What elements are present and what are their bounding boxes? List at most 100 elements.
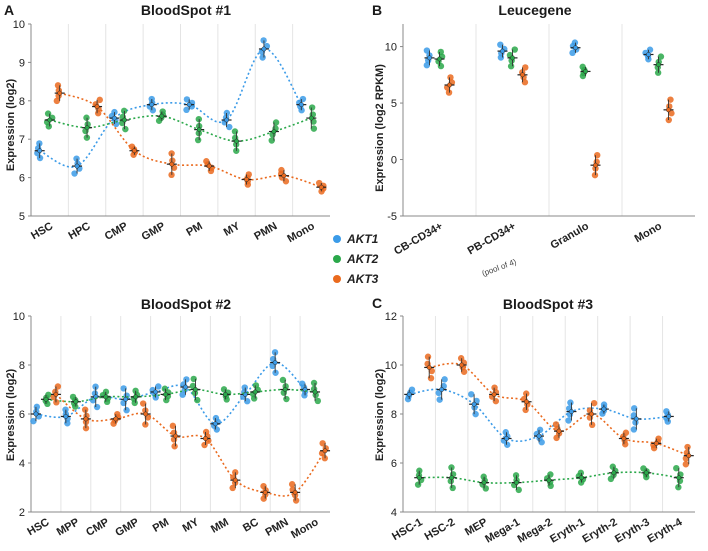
replicate-dot-akt1 bbox=[33, 403, 41, 411]
replicate-dot-akt1 bbox=[565, 417, 572, 424]
replicate-dot-akt3 bbox=[139, 400, 147, 407]
data-point-akt3 bbox=[621, 436, 627, 441]
replicate-dot-akt2 bbox=[272, 119, 280, 126]
panel-label-c: C bbox=[372, 295, 382, 311]
data-point-akt2 bbox=[583, 68, 588, 74]
data-point-akt1 bbox=[298, 102, 304, 108]
replicate-dot-akt2 bbox=[579, 63, 586, 71]
replicate-dot-akt1 bbox=[663, 408, 670, 415]
replicate-dot-akt2 bbox=[308, 104, 316, 111]
legend-label-akt2: AKT2 bbox=[346, 252, 379, 266]
data-point-akt1 bbox=[406, 391, 412, 397]
replicate-dot-akt3 bbox=[128, 143, 136, 150]
replicate-dot-akt3 bbox=[203, 158, 210, 165]
data-point-akt3 bbox=[491, 391, 497, 397]
replicate-dot-akt1 bbox=[183, 96, 191, 103]
replicate-dot-akt2 bbox=[512, 472, 520, 479]
replicate-dot-akt2 bbox=[511, 46, 518, 53]
data-point-akt3 bbox=[83, 416, 89, 422]
replicate-dot-akt2 bbox=[640, 465, 647, 472]
replicate-dot-akt2 bbox=[252, 382, 260, 389]
panel-label-a: A bbox=[4, 2, 14, 18]
data-point-akt1 bbox=[633, 416, 639, 422]
x-tick-label: CB-CD34+ bbox=[392, 220, 445, 257]
data-point-akt2 bbox=[481, 480, 487, 486]
data-point-akt2 bbox=[546, 477, 552, 483]
data-point-akt1 bbox=[33, 411, 39, 417]
replicate-dot-akt1 bbox=[183, 106, 190, 114]
data-point-akt2 bbox=[656, 62, 661, 68]
data-point-akt1 bbox=[500, 48, 505, 54]
data-point-akt1 bbox=[63, 414, 69, 419]
replicate-dot-akt2 bbox=[194, 136, 202, 144]
data-point-akt1 bbox=[471, 401, 477, 407]
x-tick-label: HSC-1 bbox=[390, 516, 425, 543]
replicate-dot-akt2 bbox=[44, 110, 52, 117]
chart-leucegene: B Leucegene Expression (log2 RPKM) (pool… bbox=[372, 2, 695, 278]
replicate-dot-akt1 bbox=[299, 95, 307, 103]
replicate-dot-akt1 bbox=[299, 380, 306, 387]
x-tick-label: Mega-2 bbox=[516, 516, 555, 545]
replicate-dot-akt3 bbox=[114, 410, 121, 418]
y-tick-label: 5 bbox=[19, 211, 25, 223]
data-point-akt3 bbox=[232, 477, 238, 483]
data-point-akt2 bbox=[193, 387, 198, 392]
y-axis-label-c: Expression (log2) bbox=[374, 369, 386, 462]
chart-title-bs2: BloodSpot #2 bbox=[141, 296, 231, 312]
replicate-dot-akt1 bbox=[71, 170, 78, 177]
data-point-akt3 bbox=[281, 173, 287, 179]
chart-title-b: Leucegene bbox=[498, 2, 571, 18]
replicate-dot-akt3 bbox=[278, 166, 285, 174]
trend-line-akt1 bbox=[39, 48, 302, 168]
y-tick-label: 4 bbox=[391, 507, 397, 519]
replicate-dot-akt1 bbox=[179, 391, 186, 398]
replicate-dot-akt3 bbox=[315, 179, 323, 187]
x-tick-label: GMP bbox=[113, 516, 141, 539]
data-point-akt2 bbox=[121, 117, 127, 123]
panel-label-b: B bbox=[372, 2, 382, 18]
y-tick-label: 4 bbox=[19, 458, 25, 470]
data-point-akt3 bbox=[53, 391, 59, 397]
replicate-dot-akt3 bbox=[588, 421, 596, 429]
data-point-akt2 bbox=[437, 56, 442, 62]
data-point-akt1 bbox=[427, 55, 432, 61]
replicate-dot-akt1 bbox=[123, 407, 130, 414]
x-tick-label: Eryth-4 bbox=[645, 516, 685, 546]
replicate-dot-akt3 bbox=[552, 421, 560, 428]
x-tick-label: PB-CD34+ bbox=[466, 220, 518, 257]
replicate-dot-akt3 bbox=[319, 440, 326, 447]
replicate-dot-akt3 bbox=[288, 481, 296, 488]
y-tick-label: 7 bbox=[19, 134, 25, 146]
chart-bloodspot-1: A BloodSpot #1 Expression (log2) 5 6 7 8 9 10… bbox=[4, 2, 330, 245]
x-tick-label: HPC bbox=[66, 220, 92, 242]
data-point-akt3 bbox=[593, 162, 598, 168]
replicate-dot-akt1 bbox=[183, 376, 190, 383]
data-point-akt2 bbox=[222, 391, 228, 397]
data-point-akt3 bbox=[588, 411, 594, 417]
data-point-akt1 bbox=[186, 102, 192, 108]
replicate-dot-akt3 bbox=[590, 399, 598, 407]
replicate-dot-akt3 bbox=[522, 406, 529, 414]
replicate-dot-akt3 bbox=[96, 96, 104, 104]
replicate-dot-akt3 bbox=[171, 443, 178, 450]
y-tick-label: 12 bbox=[385, 311, 397, 323]
data-point-akt1 bbox=[224, 117, 230, 123]
y-tick-label: 0 bbox=[391, 155, 397, 167]
data-point-akt2 bbox=[84, 125, 90, 131]
replicate-dot-akt1 bbox=[536, 426, 544, 434]
data-point-akt2 bbox=[578, 475, 584, 481]
data-point-akt1 bbox=[261, 46, 267, 52]
replicate-dot-akt3 bbox=[202, 428, 210, 436]
replicate-dot-akt2 bbox=[673, 464, 680, 472]
replicate-dot-akt2 bbox=[190, 375, 197, 383]
y-tick-label: 9 bbox=[19, 57, 25, 69]
chart-bloodspot-2: BloodSpot #2 Expression (log2) 2 4 6 8 10 HSC… bbox=[5, 296, 331, 541]
data-point-akt2 bbox=[271, 129, 277, 134]
replicate-dot-akt2 bbox=[310, 125, 318, 132]
data-point-akt2 bbox=[643, 470, 649, 476]
data-point-akt2 bbox=[163, 391, 169, 397]
x-tick-label: BC bbox=[241, 516, 261, 534]
x-tick-label: Mono bbox=[633, 220, 665, 245]
chart-bloodspot-3: C BloodSpot #3 Expression (log2) 4 6 8 10 12… bbox=[372, 295, 695, 546]
